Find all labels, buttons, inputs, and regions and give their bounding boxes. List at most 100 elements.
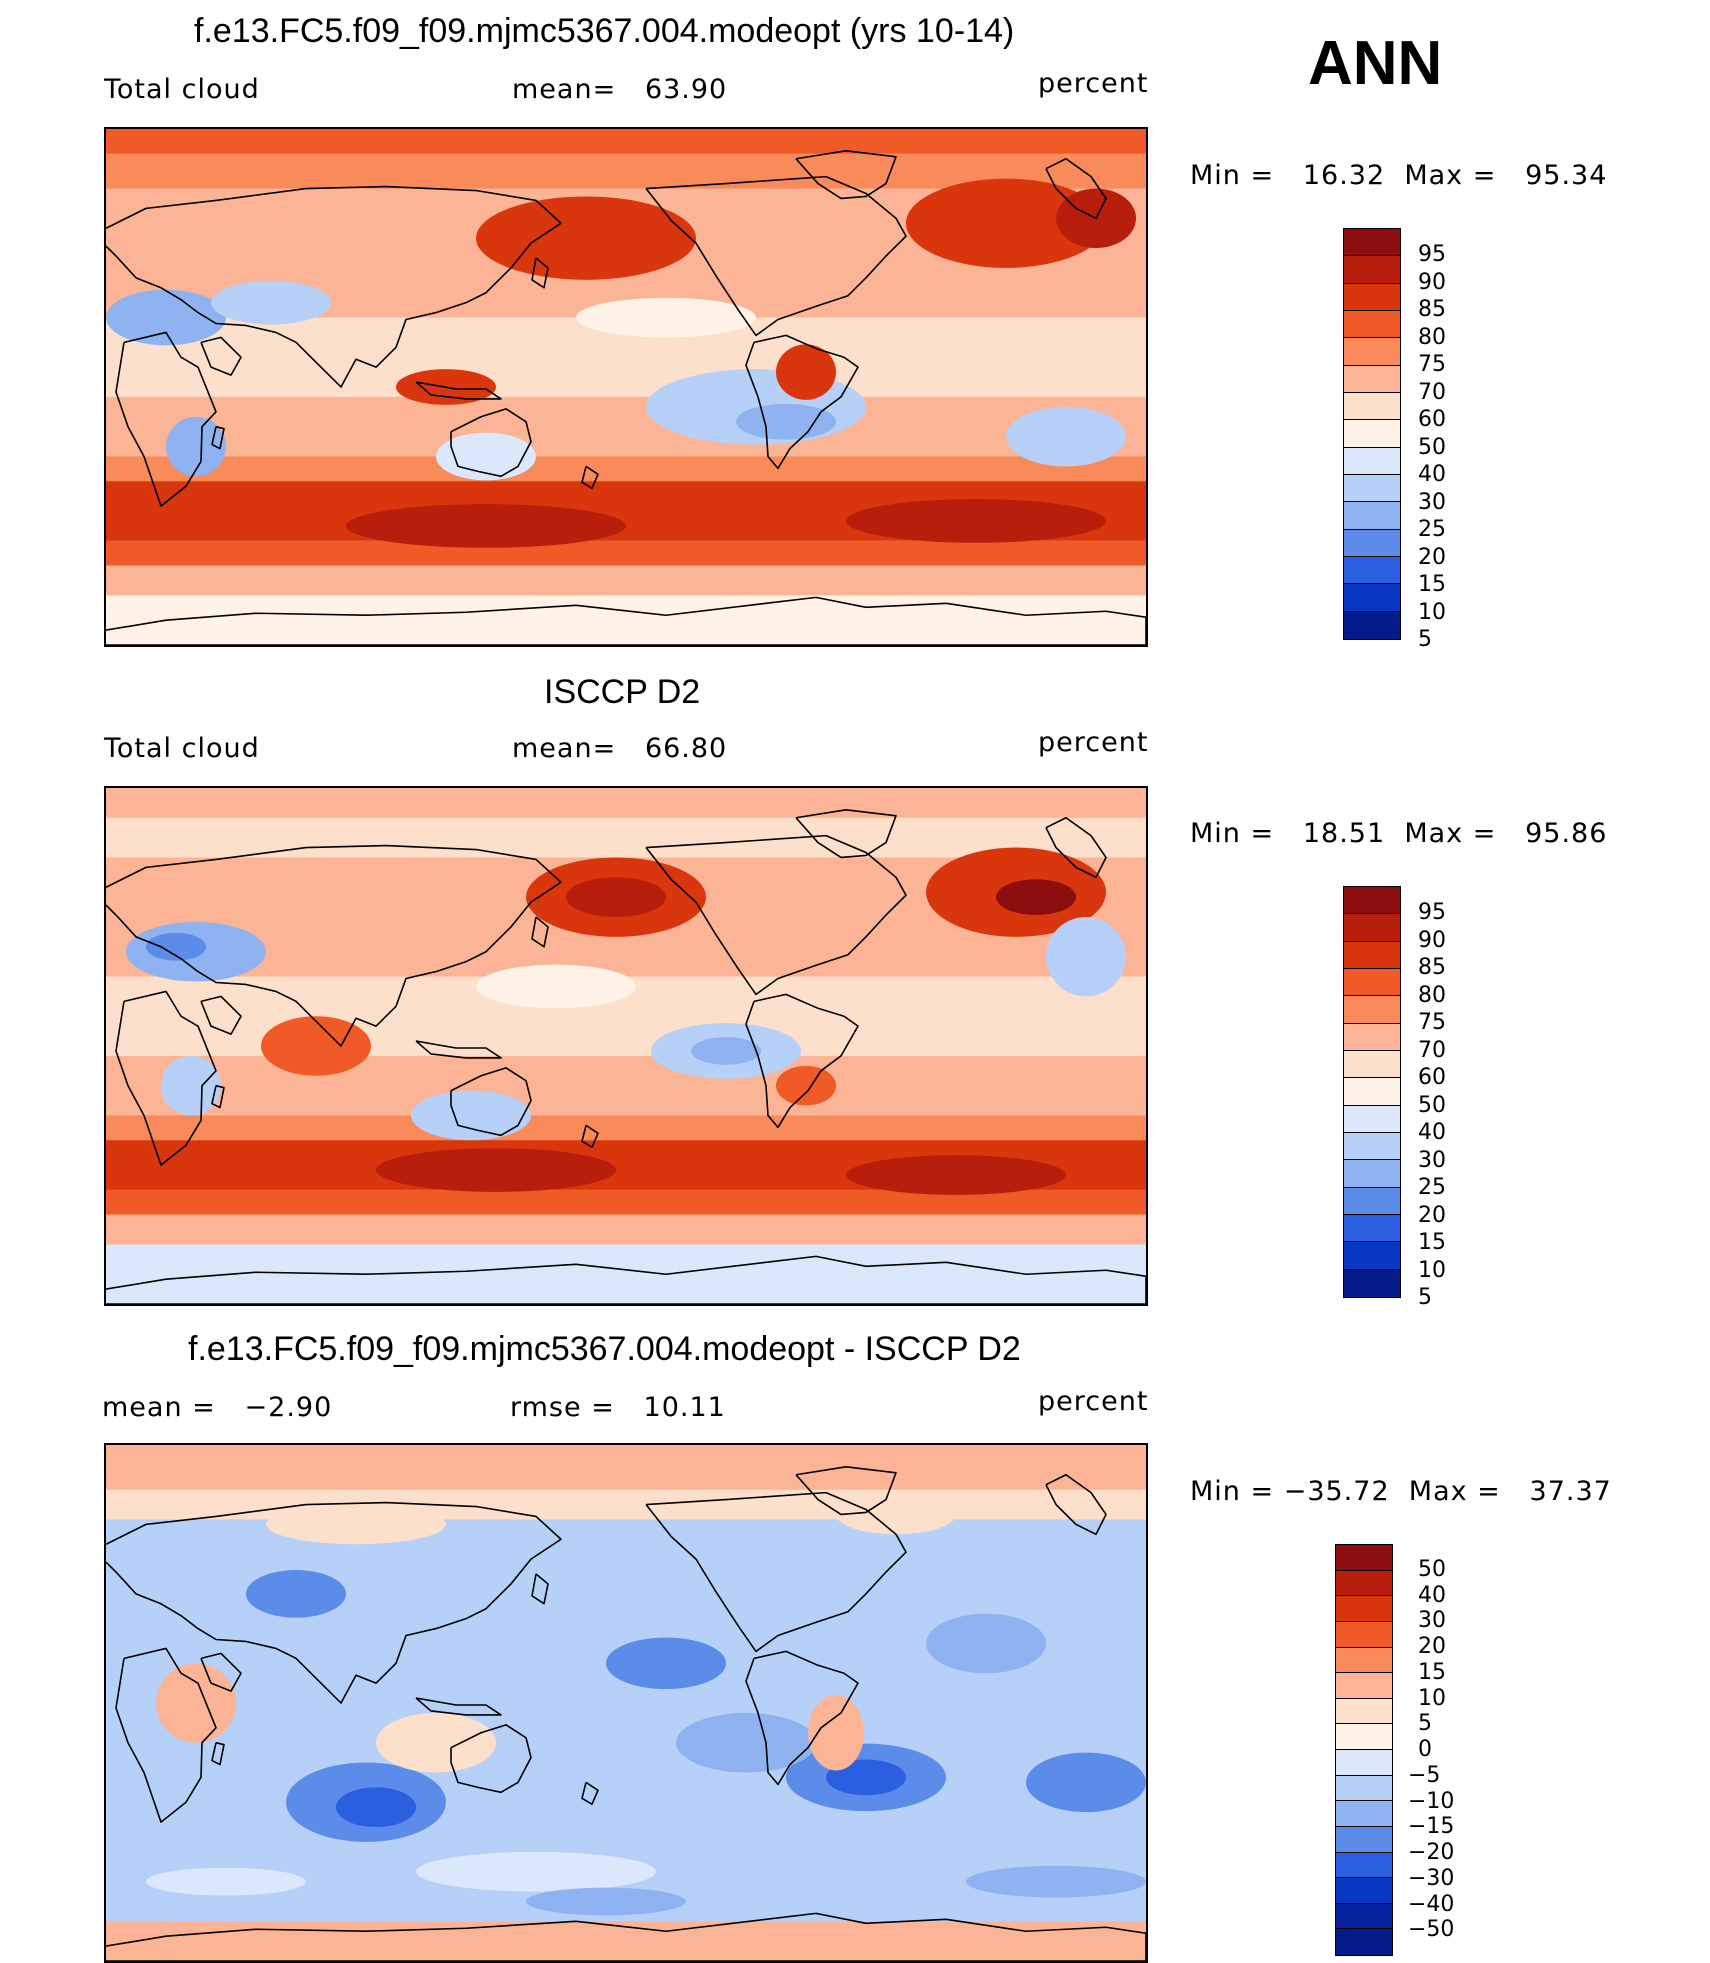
- colorbar-tick-label: 10: [1418, 1685, 1446, 1711]
- colorbar-swatch: [1336, 1647, 1392, 1674]
- panel3-colorbar: [1335, 1544, 1393, 1956]
- colorbar-tick-label: 80: [1418, 982, 1446, 1008]
- colorbar-swatch: [1336, 1903, 1392, 1930]
- colorbar-swatch: [1344, 365, 1400, 393]
- panel1-map: [104, 127, 1148, 647]
- colorbar-tick-label: 50: [1418, 1556, 1446, 1582]
- colorbar-swatch: [1336, 1724, 1392, 1750]
- colorbar-tick-label: 20: [1418, 544, 1446, 570]
- colorbar-tick-label: 5: [1418, 627, 1432, 652]
- panel3-title: f.e13.FC5.f09_f09.mjmc5367.004.modeopt -…: [188, 1330, 1021, 1368]
- colorbar-swatch: [1344, 1187, 1400, 1215]
- colorbar-tick-label: 60: [1418, 1065, 1446, 1091]
- panel1-minmax: Min = 16.32 Max = 95.34: [1190, 160, 1608, 191]
- colorbar-tick-label: −20: [1408, 1840, 1455, 1865]
- colorbar-tick-label: 80: [1418, 324, 1446, 350]
- colorbar-tick-label: 10: [1418, 1257, 1446, 1283]
- colorbar-swatch: [1336, 1698, 1392, 1725]
- colorbar-tick-label: 30: [1418, 1608, 1446, 1634]
- colorbar-swatch: [1344, 447, 1400, 475]
- colorbar-tick-label: 90: [1418, 927, 1446, 953]
- colorbar-tick-label: 20: [1418, 1202, 1446, 1228]
- colorbar-tick-label: −50: [1408, 1917, 1455, 1943]
- colorbar-swatch: [1344, 1023, 1400, 1051]
- colorbar-swatch: [1344, 474, 1400, 503]
- colorbar-tick-label: 40: [1418, 1120, 1446, 1146]
- panel2-variable-label: Total cloud: [104, 733, 260, 764]
- colorbar-tick-label: 50: [1418, 1092, 1446, 1118]
- panel2-minmax: Min = 18.51 Max = 95.86: [1190, 818, 1608, 849]
- colorbar-swatch: [1336, 1750, 1392, 1776]
- colorbar-swatch: [1344, 887, 1400, 915]
- colorbar-tick-label: 30: [1418, 489, 1446, 515]
- colorbar-tick-label: 15: [1418, 1230, 1446, 1256]
- colorbar-swatch: [1344, 1132, 1400, 1161]
- colorbar-swatch: [1344, 914, 1400, 942]
- colorbar-swatch: [1344, 968, 1400, 997]
- colorbar-tick-label: 85: [1418, 297, 1446, 323]
- panel2-title: ISCCP D2: [544, 673, 701, 711]
- colorbar-swatch: [1336, 1570, 1392, 1597]
- colorbar-swatch: [1336, 1929, 1392, 1955]
- colorbar-swatch: [1344, 1078, 1400, 1106]
- colorbar-tick-label: 75: [1418, 1010, 1446, 1036]
- colorbar-swatch: [1344, 1214, 1400, 1243]
- colorbar-swatch: [1336, 1878, 1392, 1904]
- panel3-units-label: percent: [1038, 1386, 1149, 1417]
- colorbar-swatch: [1344, 256, 1400, 284]
- colorbar-tick-label: 40: [1418, 1582, 1446, 1608]
- colorbar-tick-label: −40: [1408, 1891, 1455, 1917]
- colorbar-tick-label: 40: [1418, 462, 1446, 488]
- colorbar-tick-label: 50: [1418, 434, 1446, 460]
- colorbar-tick-label: 95: [1418, 900, 1446, 926]
- colorbar-swatch: [1344, 529, 1400, 557]
- panel3-minmax: Min = −35.72 Max = 37.37: [1190, 1476, 1612, 1507]
- colorbar-swatch: [1336, 1621, 1392, 1648]
- colorbar-tick-label: 25: [1418, 517, 1446, 543]
- colorbar-tick-label: 90: [1418, 269, 1446, 295]
- colorbar-tick-label: 95: [1418, 242, 1446, 268]
- colorbar-swatch: [1344, 502, 1400, 530]
- colorbar-tick-label: −10: [1408, 1788, 1455, 1814]
- colorbar-tick-label: 70: [1418, 1037, 1446, 1063]
- colorbar-swatch: [1344, 611, 1400, 639]
- colorbar-tick-label: 15: [1418, 1659, 1446, 1685]
- colorbar-swatch: [1344, 941, 1400, 969]
- colorbar-swatch: [1336, 1545, 1392, 1571]
- colorbar-swatch: [1344, 584, 1400, 612]
- colorbar-swatch: [1344, 1105, 1400, 1133]
- colorbar-swatch: [1336, 1775, 1392, 1802]
- season-label: ANN: [1308, 29, 1443, 98]
- colorbar-tick-label: −30: [1408, 1865, 1455, 1891]
- panel2-map: [104, 786, 1148, 1306]
- colorbar-tick-label: 0: [1418, 1737, 1432, 1762]
- colorbar-tick-label: 75: [1418, 352, 1446, 378]
- colorbar-swatch: [1344, 392, 1400, 421]
- colorbar-tick-label: 10: [1418, 599, 1446, 625]
- panel1-variable-label: Total cloud: [104, 74, 260, 105]
- panel2-colorbar: [1343, 886, 1401, 1298]
- colorbar-tick-label: 25: [1418, 1175, 1446, 1201]
- panel2-units-label: percent: [1038, 727, 1149, 758]
- colorbar-swatch: [1344, 338, 1400, 366]
- colorbar-swatch: [1344, 1160, 1400, 1188]
- panel3-mean-label: mean = −2.90: [102, 1392, 333, 1423]
- colorbar-tick-label: −5: [1408, 1762, 1441, 1788]
- panel3-rmse-label: rmse = 10.11: [510, 1392, 726, 1423]
- colorbar-swatch: [1336, 1801, 1392, 1827]
- colorbar-swatch: [1344, 996, 1400, 1024]
- colorbar-tick-label: −15: [1408, 1814, 1455, 1840]
- colorbar-swatch: [1344, 283, 1400, 311]
- colorbar-tick-label: 5: [1418, 1285, 1432, 1310]
- colorbar-swatch: [1344, 1269, 1400, 1297]
- colorbar-tick-label: 30: [1418, 1147, 1446, 1173]
- panel1-units-label: percent: [1038, 68, 1149, 99]
- colorbar-tick-label: 85: [1418, 955, 1446, 981]
- colorbar-tick-label: 15: [1418, 572, 1446, 598]
- colorbar-swatch: [1336, 1826, 1392, 1853]
- colorbar-tick-label: 5: [1418, 1711, 1432, 1737]
- panel1-colorbar: [1343, 228, 1401, 640]
- colorbar-swatch: [1336, 1673, 1392, 1699]
- colorbar-swatch: [1344, 310, 1400, 339]
- colorbar-swatch: [1344, 556, 1400, 585]
